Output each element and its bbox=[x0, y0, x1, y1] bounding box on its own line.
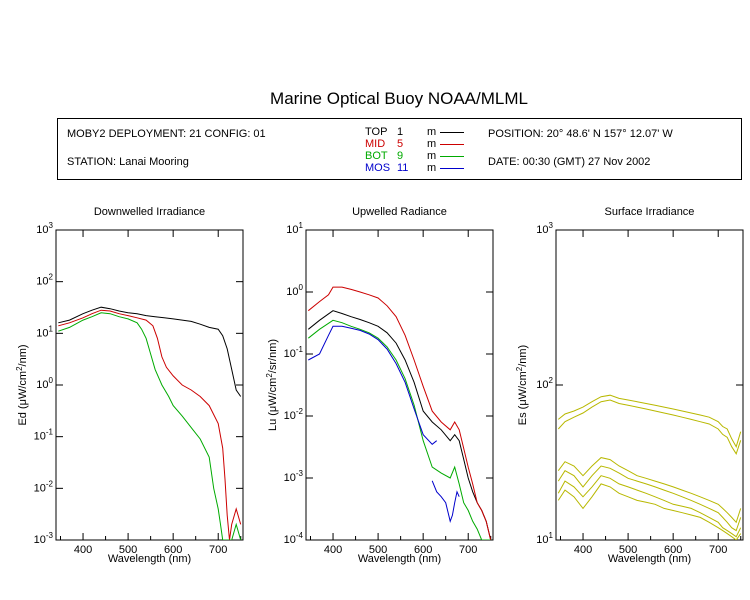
y-tick-label: 102 bbox=[36, 273, 53, 288]
series-line-mos bbox=[431, 480, 460, 524]
series-line-es-d bbox=[557, 465, 742, 532]
legend-name: MOS bbox=[365, 162, 391, 174]
x-tick-label: 400 bbox=[574, 544, 592, 556]
legend-line bbox=[440, 155, 465, 157]
y-tick-label: 101 bbox=[536, 531, 553, 546]
y-tick-label: 10-4 bbox=[284, 531, 304, 546]
chart-1: Upwelled Radiance 400 500 600 700 10-4 10-3 10-… bbox=[265, 206, 494, 565]
x-tick-label: 600 bbox=[414, 544, 432, 556]
legend-depth: 11 bbox=[397, 162, 409, 174]
series-line-es-c bbox=[557, 457, 742, 524]
x-tick-label: 400 bbox=[324, 544, 342, 556]
series-group bbox=[307, 286, 492, 540]
x-tick-label: 500 bbox=[369, 544, 387, 556]
x-tick-label: 700 bbox=[459, 544, 477, 556]
series-line-top bbox=[58, 306, 242, 397]
legend-entry-top: TOP 1 m bbox=[365, 126, 465, 138]
x-axis-label: Wavelength (nm) bbox=[358, 553, 441, 565]
y-tick-label: 10-3 bbox=[34, 531, 54, 546]
x-tick-label: 400 bbox=[74, 544, 92, 556]
chart-title: Upwelled Radiance bbox=[352, 206, 447, 218]
position-text: POSITION: 20° 48.6' N 157° 12.07' W bbox=[488, 128, 673, 140]
x-axis-label: Wavelength (nm) bbox=[608, 553, 691, 565]
series-line-mid bbox=[58, 309, 242, 540]
chart-title: Downwelled Irradiance bbox=[94, 206, 205, 218]
plot-frame bbox=[555, 229, 744, 541]
chart-0: Downwelled Irradiance 400 500 600 700 10-3 10-… bbox=[15, 206, 244, 565]
y-tick-label: 10-1 bbox=[284, 345, 304, 360]
legend-name: TOP bbox=[365, 126, 388, 138]
legend-unit: m bbox=[427, 150, 437, 162]
chart-2: Surface Irradiance 400 500 600 700 101 102 103 W… bbox=[515, 206, 744, 565]
y-axis-label: Lu (μW/cm2/sr/nm) bbox=[265, 339, 279, 431]
y-tick-label: 103 bbox=[536, 221, 553, 236]
deployment-text: MOBY2 DEPLOYMENT: 21 CONFIG: 01 bbox=[67, 128, 266, 140]
legend-unit: m bbox=[427, 126, 437, 138]
legend-unit: m bbox=[427, 162, 437, 174]
x-tick-label: 600 bbox=[164, 544, 182, 556]
y-tick-label: 10-2 bbox=[34, 479, 54, 494]
station-text: STATION: Lanai Mooring bbox=[67, 156, 189, 168]
x-tick-label: 700 bbox=[209, 544, 227, 556]
x-tick-label: 600 bbox=[664, 544, 682, 556]
legend-name: BOT bbox=[365, 150, 388, 162]
page-title: Marine Optical Buoy NOAA/MLML bbox=[270, 89, 528, 108]
y-tick-label: 10-1 bbox=[34, 428, 54, 443]
series-line-es-b bbox=[557, 399, 742, 455]
series-line-top bbox=[307, 310, 492, 540]
legend-entry-mos: MOS 11 m bbox=[365, 162, 465, 174]
y-tick-label: 101 bbox=[36, 324, 53, 339]
date-text: DATE: 00:30 (GMT) 27 Nov 2002 bbox=[488, 156, 651, 168]
series-line-mos bbox=[308, 325, 438, 445]
series-line-mid bbox=[307, 286, 492, 540]
legend-name: MID bbox=[365, 138, 386, 150]
legend-depth: 9 bbox=[397, 150, 404, 162]
x-tick-label: 500 bbox=[119, 544, 137, 556]
y-tick-label: 10-2 bbox=[284, 407, 304, 422]
y-tick-label: 101 bbox=[286, 221, 303, 236]
series-line-bot bbox=[307, 319, 491, 540]
info-box: MOBY2 DEPLOYMENT: 21 CONFIG: 01 STATION:… bbox=[57, 118, 742, 180]
series-line-es-f bbox=[557, 483, 742, 540]
chart-title: Surface Irradiance bbox=[605, 206, 695, 218]
y-tick-label: 10-3 bbox=[284, 469, 304, 484]
legend-line bbox=[440, 167, 465, 169]
y-axis-label: Ed (μW/cm2/nm) bbox=[15, 344, 29, 425]
x-tick-label: 700 bbox=[709, 544, 727, 556]
series-group bbox=[58, 306, 242, 540]
y-tick-label: 100 bbox=[286, 283, 303, 298]
y-tick-label: 100 bbox=[36, 376, 53, 391]
series-group bbox=[557, 394, 742, 540]
y-axis-label: Es (μW/cm2/nm) bbox=[515, 345, 529, 425]
x-tick-label: 500 bbox=[619, 544, 637, 556]
y-tick-label: 102 bbox=[536, 376, 553, 391]
legend-entry-bot: BOT 9 m bbox=[365, 150, 465, 162]
legend-line bbox=[440, 131, 465, 133]
legend-entry-mid: MID 5 m bbox=[365, 138, 465, 150]
legend-depth: 1 bbox=[397, 126, 404, 138]
series-line-es-a bbox=[557, 394, 742, 448]
plot-frame bbox=[305, 229, 494, 541]
legend-line bbox=[440, 143, 465, 145]
series-line-es-e bbox=[557, 475, 742, 538]
y-tick-label: 103 bbox=[36, 221, 53, 236]
legend-depth: 5 bbox=[397, 138, 404, 150]
series-line-bot bbox=[58, 312, 242, 540]
x-axis-label: Wavelength (nm) bbox=[108, 553, 191, 565]
legend-unit: m bbox=[427, 138, 437, 150]
